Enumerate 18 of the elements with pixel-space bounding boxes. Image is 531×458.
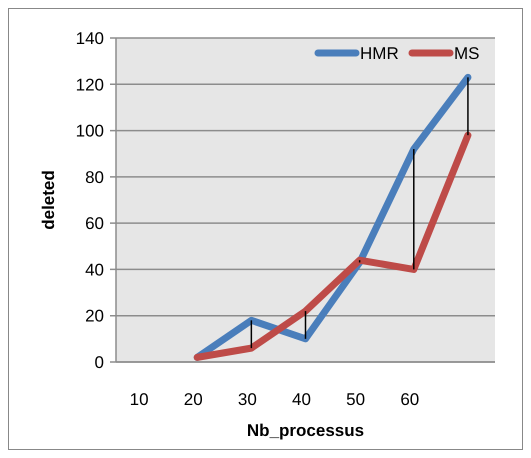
x-tick-label: 60 — [400, 390, 420, 409]
x-axis-title: Nb_processus — [246, 421, 364, 440]
y-tick-label: 120 — [76, 75, 104, 94]
y-tick-label: 100 — [76, 122, 104, 141]
x-tick-label: 10 — [130, 390, 149, 409]
x-tick-label: 20 — [184, 390, 203, 409]
y-axis-title: deleted — [39, 170, 58, 230]
x-tick-label: 30 — [238, 390, 257, 409]
legend-label: HMR — [360, 44, 399, 63]
y-tick-label: 0 — [94, 353, 104, 372]
x-tick-label: 40 — [292, 390, 311, 409]
legend-label: MS — [454, 44, 480, 63]
y-tick-label: 80 — [85, 168, 104, 187]
y-tick-label: 40 — [85, 260, 104, 280]
y-tick-label: 60 — [85, 214, 104, 234]
x-tick-label: 50 — [346, 390, 366, 409]
y-tick-label: 140 — [76, 29, 104, 48]
y-tick-label: 20 — [85, 306, 104, 326]
